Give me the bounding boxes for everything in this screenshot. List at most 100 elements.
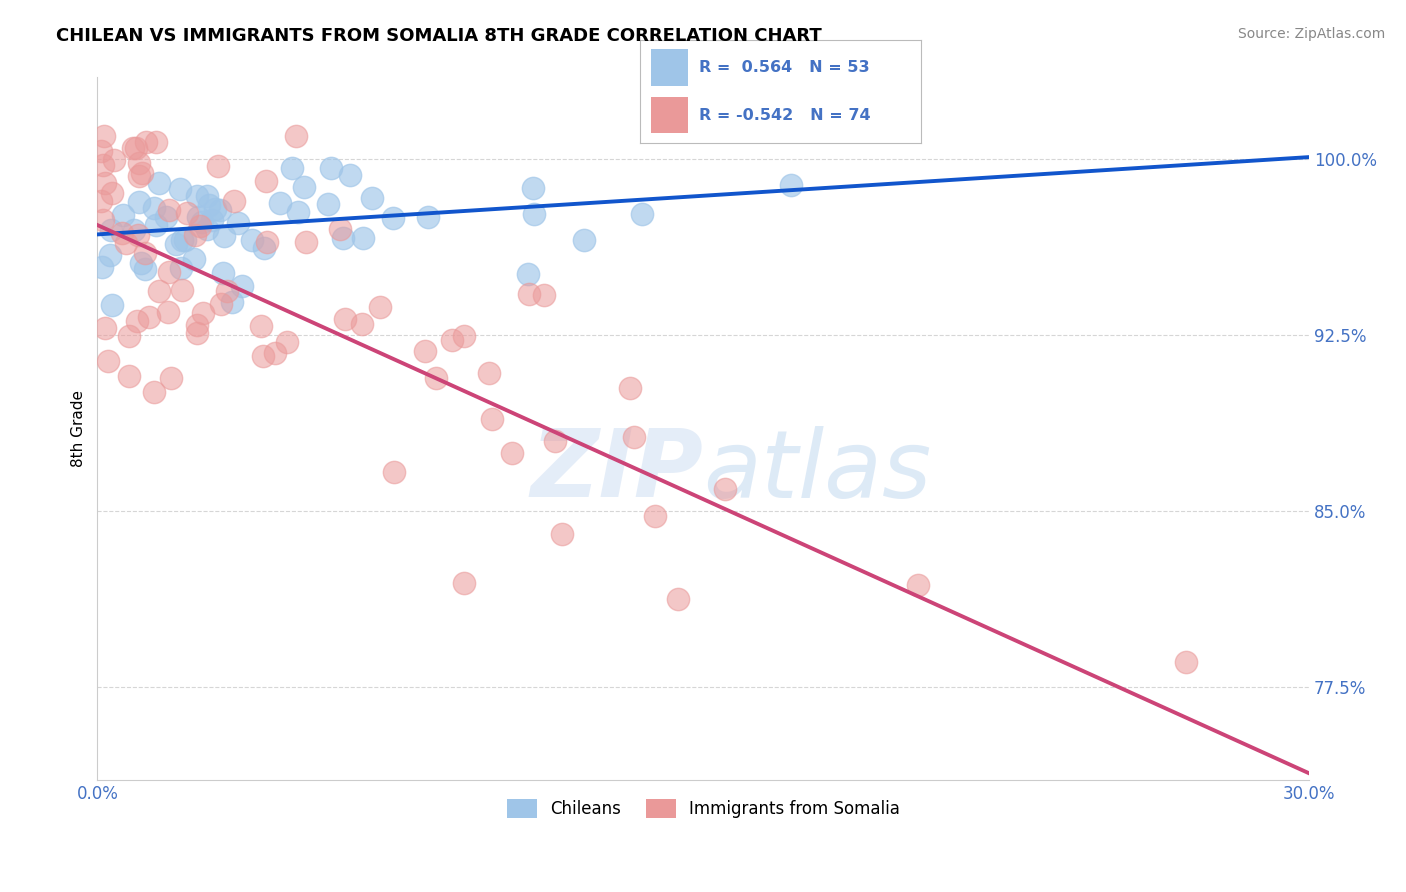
Point xyxy=(98,248,121,262)
Point xyxy=(186,326,208,341)
Point xyxy=(416,210,439,224)
Point xyxy=(551,527,574,541)
Point xyxy=(159,265,181,279)
Point xyxy=(188,219,211,233)
Point xyxy=(226,216,249,230)
Point xyxy=(368,300,391,314)
Point xyxy=(169,182,191,196)
Point xyxy=(284,128,307,143)
Point xyxy=(221,294,243,309)
Point xyxy=(292,179,315,194)
Point xyxy=(90,260,112,274)
Point xyxy=(208,202,231,217)
Point xyxy=(127,228,149,243)
Point xyxy=(425,371,447,385)
Point xyxy=(173,233,195,247)
Point xyxy=(295,235,318,249)
Point xyxy=(91,213,114,227)
Point xyxy=(516,267,538,281)
Point xyxy=(250,318,273,333)
FancyBboxPatch shape xyxy=(651,96,688,134)
Point xyxy=(186,188,208,202)
Point xyxy=(207,159,229,173)
Point xyxy=(183,252,205,267)
Point xyxy=(319,161,342,175)
Point xyxy=(166,236,188,251)
Point xyxy=(714,483,737,497)
Point xyxy=(101,186,124,201)
Point xyxy=(145,218,167,232)
Text: R = -0.542   N = 74: R = -0.542 N = 74 xyxy=(699,108,870,122)
Point xyxy=(254,174,277,188)
Point xyxy=(186,318,208,332)
Point xyxy=(159,371,181,385)
Point xyxy=(134,246,156,260)
Point xyxy=(191,215,214,229)
Point xyxy=(122,141,145,155)
Point xyxy=(276,334,298,349)
Point xyxy=(170,261,193,276)
Point xyxy=(122,223,145,237)
Point xyxy=(96,354,118,368)
Point xyxy=(215,284,238,298)
Point xyxy=(453,328,475,343)
Text: CHILEAN VS IMMIGRANTS FROM SOMALIA 8TH GRADE CORRELATION CHART: CHILEAN VS IMMIGRANTS FROM SOMALIA 8TH G… xyxy=(56,27,823,45)
Point xyxy=(1175,656,1198,670)
Point xyxy=(111,227,134,241)
Point xyxy=(148,177,170,191)
Point xyxy=(90,194,112,209)
Point xyxy=(907,578,929,592)
Text: Source: ZipAtlas.com: Source: ZipAtlas.com xyxy=(1237,27,1385,41)
Point xyxy=(332,230,354,244)
Point xyxy=(382,465,405,479)
Point xyxy=(256,235,278,249)
Point xyxy=(176,206,198,220)
Text: R =  0.564   N = 53: R = 0.564 N = 53 xyxy=(699,61,869,75)
Point xyxy=(413,344,436,359)
Point xyxy=(94,320,117,334)
Point xyxy=(204,202,226,216)
Point xyxy=(142,385,165,400)
Point xyxy=(352,317,374,331)
Point xyxy=(287,204,309,219)
Point xyxy=(522,180,544,194)
Point xyxy=(269,196,291,211)
Point xyxy=(112,208,135,222)
Point xyxy=(134,261,156,276)
Point xyxy=(128,169,150,184)
Point xyxy=(148,285,170,299)
Point xyxy=(281,161,304,175)
Point xyxy=(222,194,245,208)
Point xyxy=(118,369,141,384)
Point xyxy=(143,201,166,215)
Point xyxy=(666,592,689,607)
Point xyxy=(644,508,666,523)
Point xyxy=(631,207,654,221)
Point xyxy=(619,381,641,395)
Point xyxy=(195,221,218,235)
Point xyxy=(187,211,209,225)
Point xyxy=(780,178,803,193)
Point xyxy=(533,288,555,302)
Point xyxy=(125,141,148,155)
Point xyxy=(329,222,352,236)
Point xyxy=(100,222,122,236)
Point xyxy=(477,366,499,380)
Point xyxy=(240,233,263,247)
Point xyxy=(209,297,232,311)
Y-axis label: 8th Grade: 8th Grade xyxy=(72,391,86,467)
Point xyxy=(93,128,115,143)
Point xyxy=(501,446,523,460)
Point xyxy=(131,166,153,180)
Point xyxy=(156,304,179,318)
Point xyxy=(339,168,361,182)
Point xyxy=(157,202,180,217)
Point xyxy=(212,266,235,280)
Point xyxy=(335,312,357,326)
Point xyxy=(361,191,384,205)
FancyBboxPatch shape xyxy=(651,49,688,87)
Point xyxy=(115,236,138,251)
Point xyxy=(212,229,235,244)
Point xyxy=(523,207,546,221)
Point xyxy=(90,144,112,158)
